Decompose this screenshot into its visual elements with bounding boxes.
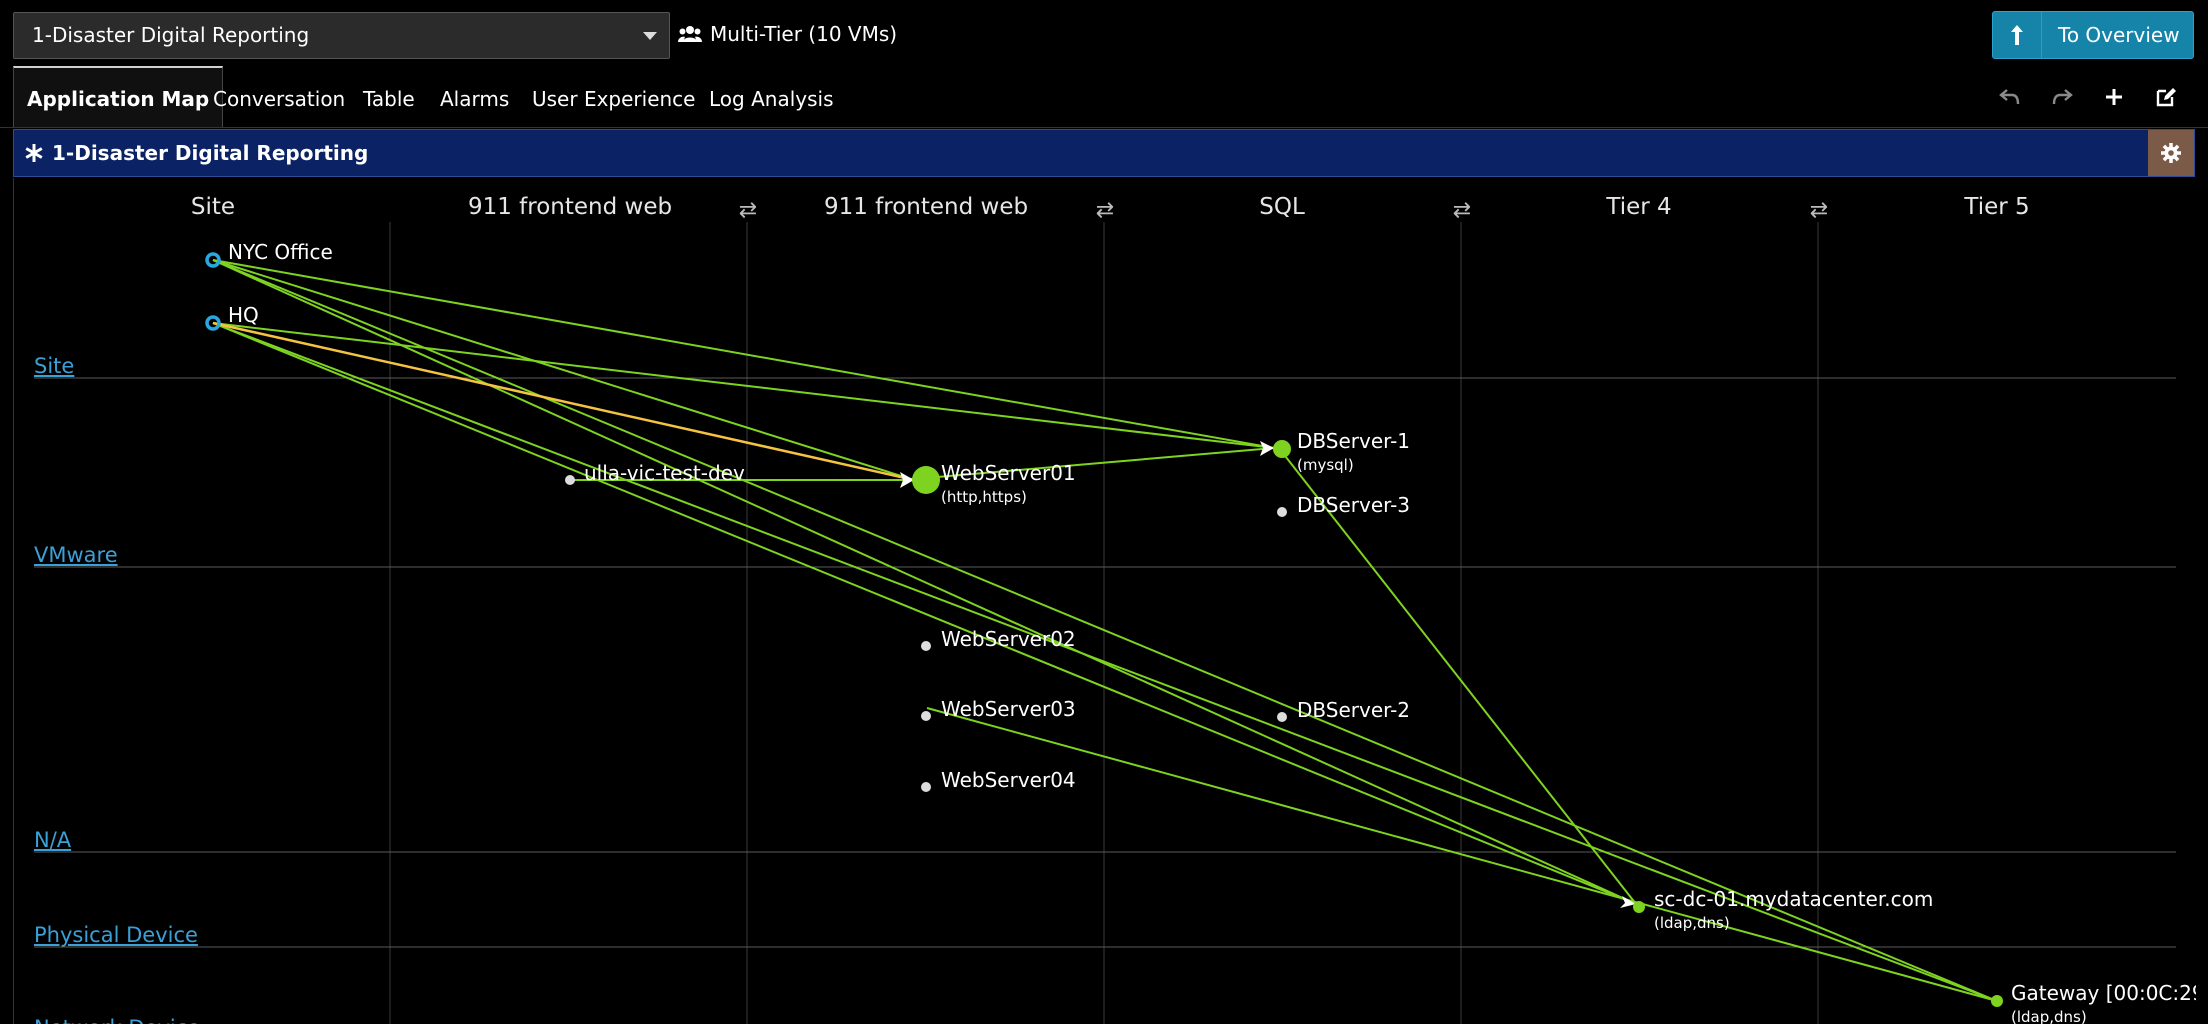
node-label: WebServer04 xyxy=(941,768,1076,792)
link-nyc-scdc01[interactable] xyxy=(212,259,1637,905)
link-nyc-webserver01[interactable] xyxy=(212,259,915,481)
tab-alarms[interactable]: Alarms xyxy=(440,87,510,111)
node-hq[interactable] xyxy=(205,315,221,331)
link-nyc-gateway[interactable] xyxy=(212,259,1998,1002)
tab-conversation[interactable]: Conversation xyxy=(213,87,346,111)
map-canvas xyxy=(34,222,2176,1024)
link-webserver01-dbserver1[interactable] xyxy=(925,447,1275,479)
connection-links xyxy=(212,259,1998,1002)
node-label: sc-dc-01.mydatacenter.com xyxy=(1654,887,1934,911)
node-label: DBServer-3 xyxy=(1297,493,1411,517)
undo-icon[interactable] xyxy=(1997,84,2023,110)
link-hq-gateway[interactable] xyxy=(212,322,1998,1002)
redo-icon[interactable] xyxy=(2049,84,2075,110)
node-label: WebServer01 xyxy=(941,461,1076,485)
asterisk-icon xyxy=(24,143,44,163)
application-map: Site 911 frontend web 911 frontend web S… xyxy=(13,178,2196,1024)
node-sublabel: (http,https) xyxy=(941,488,1027,506)
node-webserver04[interactable] xyxy=(921,782,931,792)
top-bar: 1-Disaster Digital Reporting Multi-Tier … xyxy=(0,0,2208,66)
node-sublabel: (mysql) xyxy=(1297,456,1354,474)
link-hq-dbserver1[interactable] xyxy=(212,322,1275,449)
tier-info: Multi-Tier (10 VMs) xyxy=(678,22,897,46)
tab-application-map[interactable]: Application Map xyxy=(13,66,224,127)
node-sc-dc-01[interactable] xyxy=(1633,901,1645,913)
application-selector-value: 1-Disaster Digital Reporting xyxy=(32,23,310,47)
users-icon xyxy=(678,26,702,42)
node-label: WebServer03 xyxy=(941,697,1076,721)
node-dbserver-2[interactable] xyxy=(1277,712,1287,722)
map-header-title: 1-Disaster Digital Reporting xyxy=(52,141,369,165)
tab-table[interactable]: Table xyxy=(363,87,415,111)
node-ulla-vic-test-dev[interactable] xyxy=(565,475,575,485)
edit-icon[interactable] xyxy=(2153,84,2179,110)
column-header-tier-4: Tier 4 xyxy=(1606,194,1672,220)
map-header: 1-Disaster Digital Reporting xyxy=(13,129,2195,177)
row-label-site[interactable]: Site xyxy=(34,354,75,378)
link-hq-scdc01[interactable] xyxy=(212,322,1637,905)
tab-log-analysis[interactable]: Log Analysis xyxy=(709,87,834,111)
tab-user-experience[interactable]: User Experience xyxy=(532,87,696,111)
node-label: HQ xyxy=(228,303,259,327)
add-icon[interactable] xyxy=(2101,84,2127,110)
column-header-sql: SQL xyxy=(1259,194,1305,220)
application-selector[interactable]: 1-Disaster Digital Reporting xyxy=(13,12,670,59)
level-up-icon xyxy=(1993,12,2042,58)
link-nyc-dbserver1[interactable] xyxy=(212,259,1275,449)
column-header-911-frontend-web-1: 911 frontend web xyxy=(467,194,673,220)
column-header-tier-5: Tier 5 xyxy=(1964,194,2030,220)
to-overview-label: To Overview xyxy=(2058,23,2180,47)
row-label-na[interactable]: N/A xyxy=(34,828,72,852)
node-label: DBServer-1 xyxy=(1297,429,1411,453)
node-sublabel: (ldap,dns) xyxy=(2011,1008,2087,1024)
node-webserver02[interactable] xyxy=(921,641,931,651)
node-label: ulla-vic-test-dev xyxy=(584,461,745,485)
node-label: DBServer-2 xyxy=(1297,698,1411,722)
link-webserver03-gateway[interactable] xyxy=(926,707,1998,1002)
swap-columns-icon[interactable]: ⇄ xyxy=(1095,198,1115,223)
row-label-network-device[interactable]: Network Device xyxy=(34,1016,200,1024)
link-hq-webserver01-warning[interactable] xyxy=(212,321,915,482)
tier-info-label: Multi-Tier (10 VMs) xyxy=(710,22,898,46)
node-gateway[interactable] xyxy=(1991,995,2003,1007)
gear-icon xyxy=(2161,143,2181,163)
settings-button[interactable] xyxy=(2148,130,2194,176)
node-webserver03[interactable] xyxy=(921,711,931,721)
link-dbserver1-scdc01[interactable] xyxy=(1281,451,1637,905)
node-dbserver-3[interactable] xyxy=(1277,507,1287,517)
node-dbserver-1[interactable] xyxy=(1273,440,1291,458)
row-label-vmware[interactable]: VMware xyxy=(34,543,118,567)
node-nyc-office[interactable] xyxy=(205,252,221,268)
node-label: Gateway [00:0C:29 xyxy=(2011,981,2196,1005)
column-header-site: Site xyxy=(190,194,236,220)
to-overview-button[interactable]: To Overview xyxy=(1992,11,2194,59)
node-label: NYC Office xyxy=(228,240,333,264)
node-label: WebServer02 xyxy=(941,627,1076,651)
node-sublabel: (ldap,dns) xyxy=(1654,914,1730,932)
tab-bar: Application Map Conversation Table Alarm… xyxy=(0,66,2208,128)
swap-columns-icon[interactable]: ⇄ xyxy=(1809,198,1829,223)
swap-columns-icon[interactable]: ⇄ xyxy=(1452,198,1472,223)
row-label-physical-device[interactable]: Physical Device xyxy=(34,923,198,947)
node-webserver01[interactable] xyxy=(912,466,940,494)
chevron-down-icon xyxy=(643,32,657,40)
swap-columns-icon[interactable]: ⇄ xyxy=(738,198,758,223)
column-header-911-frontend-web-2: 911 frontend web xyxy=(823,194,1029,220)
